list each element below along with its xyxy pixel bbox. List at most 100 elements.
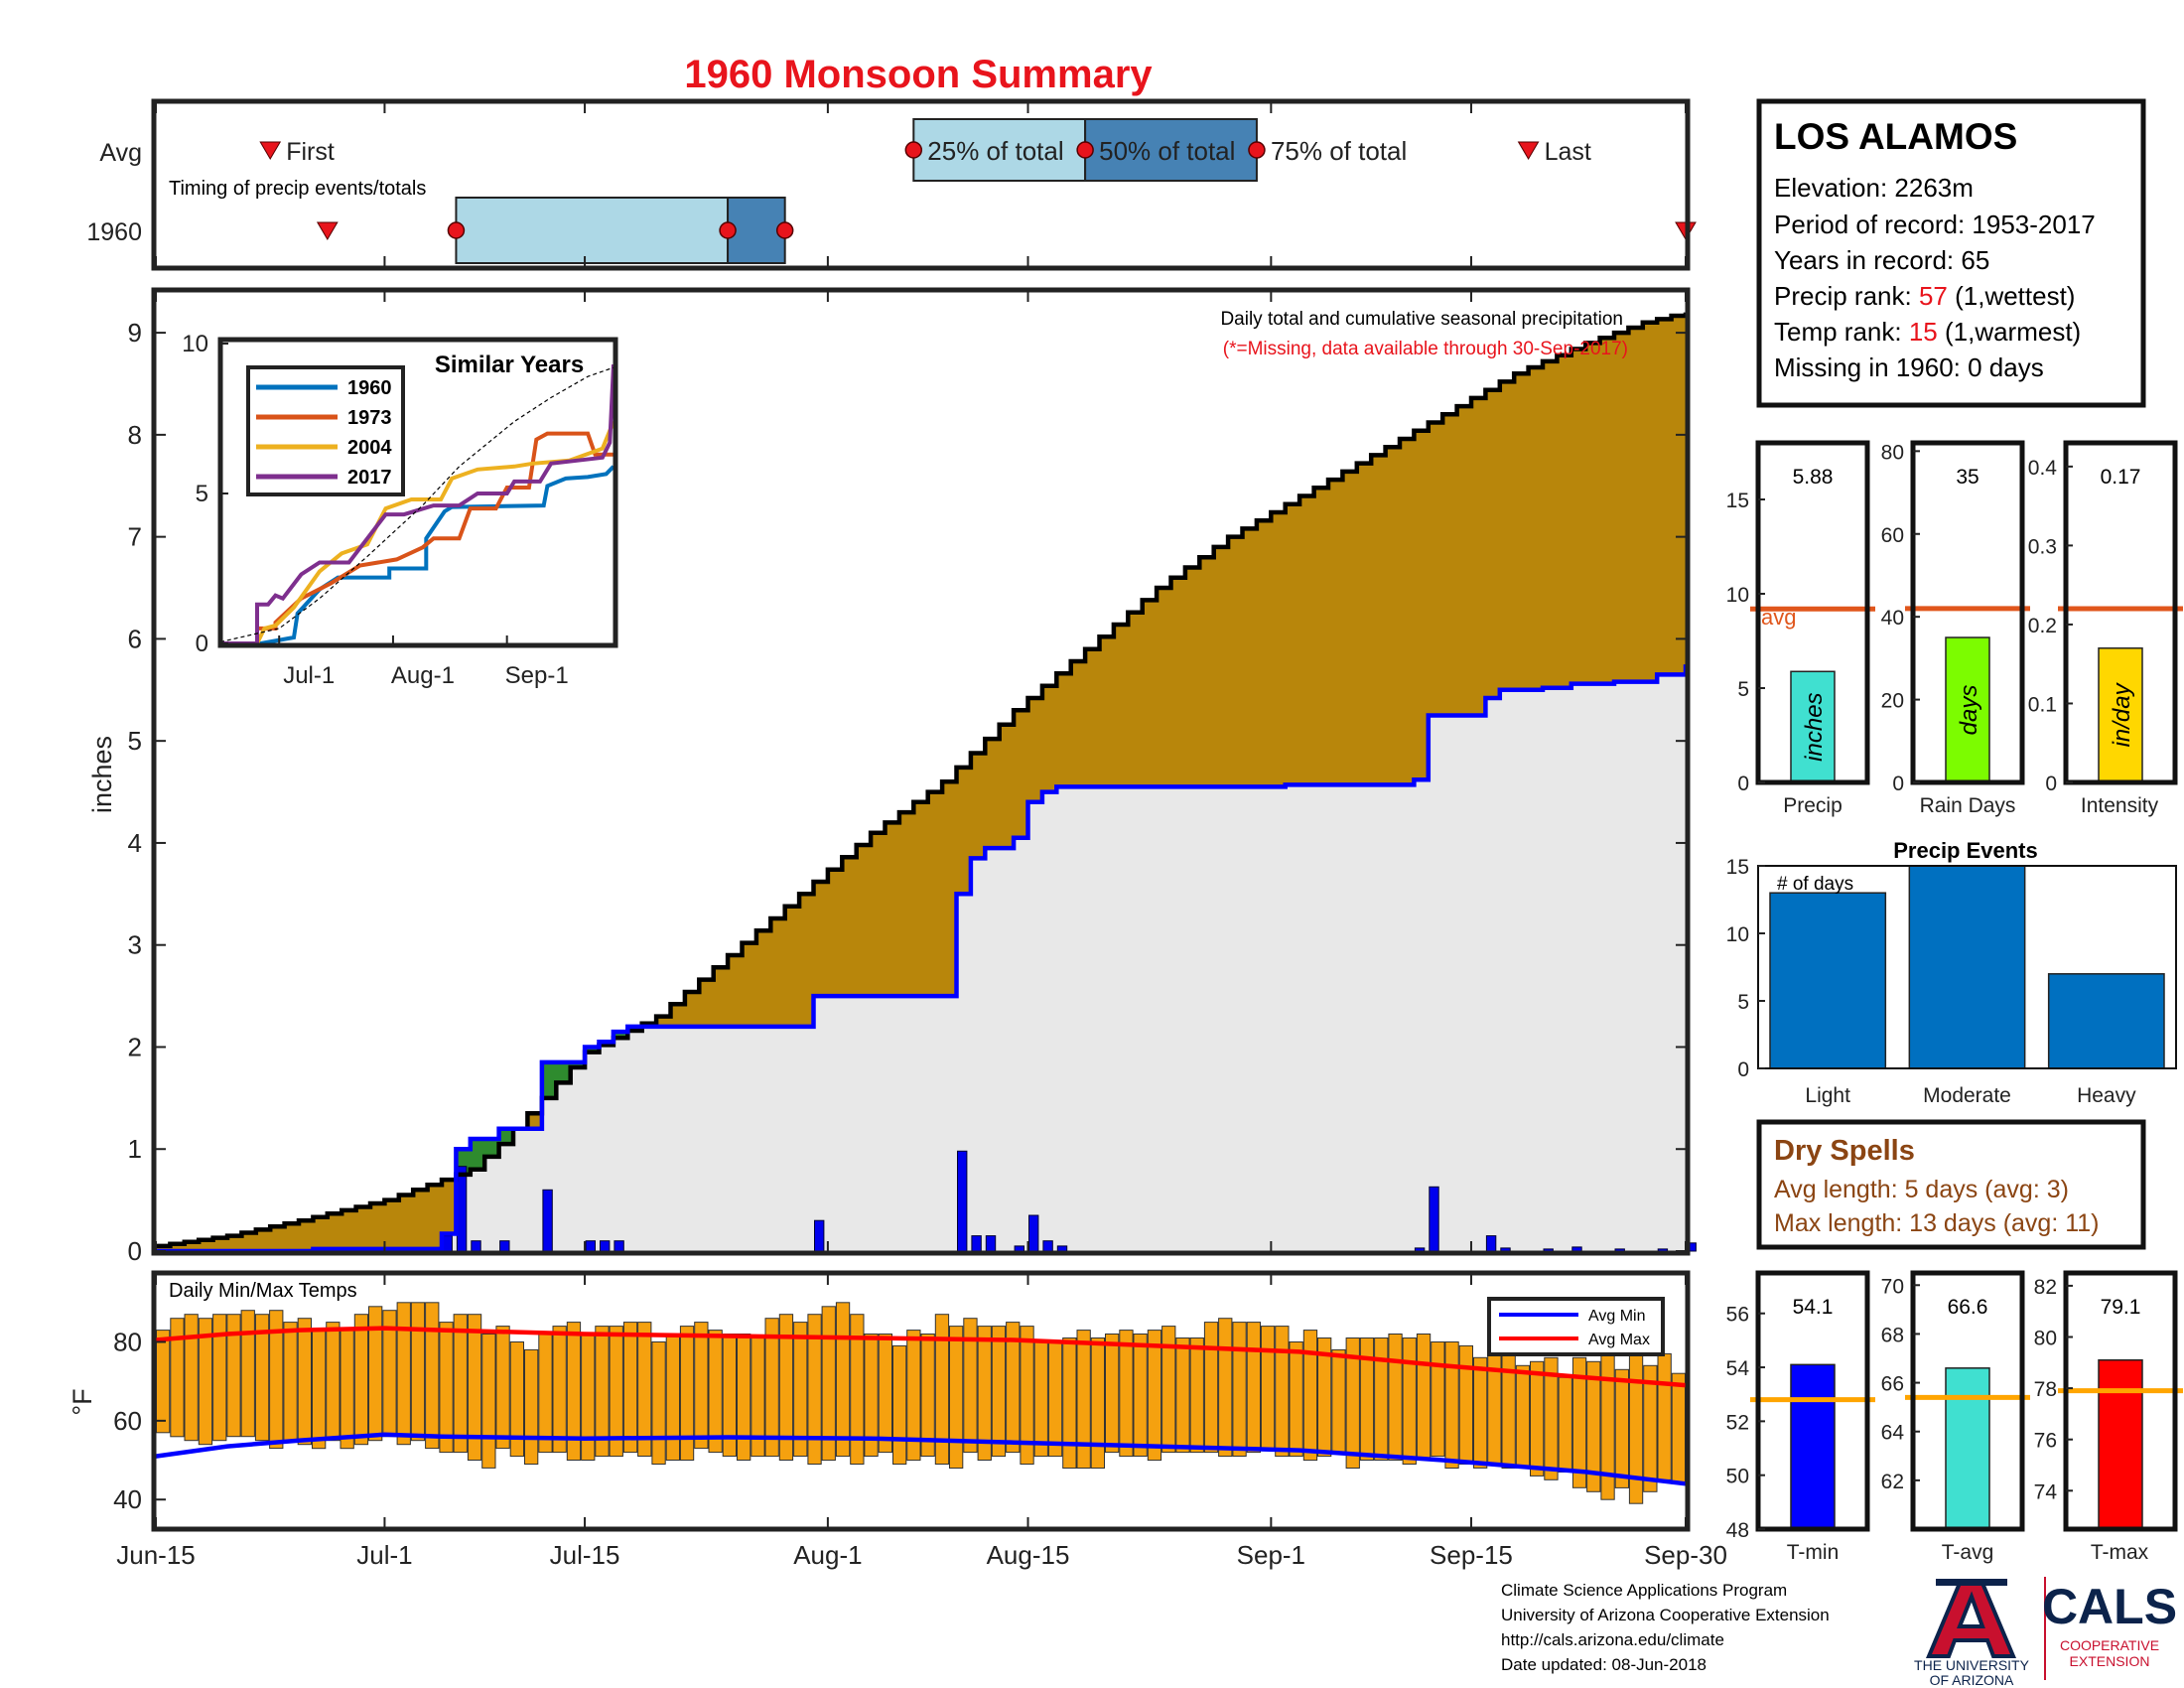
daily-temp-range-bar: [1331, 1348, 1346, 1454]
mini-raindays-tick-label: 80: [1881, 441, 1904, 464]
events-category-label: Moderate: [1923, 1084, 2011, 1107]
daily-temp-range-bar: [1062, 1337, 1077, 1469]
events-category-label: Heavy: [2077, 1084, 2136, 1107]
temp-legend-box: [1487, 1297, 1665, 1356]
daily-temp-range-bar: [651, 1341, 666, 1465]
mini-tmin-value-label: 54.1: [1793, 1296, 1834, 1319]
daily-temp-range-bar: [254, 1314, 270, 1442]
current-cumulative-line: [156, 664, 1689, 1254]
block-a-icon: [1925, 1579, 2017, 1658]
daily-temp-range-bar: [793, 1322, 808, 1457]
daily-precip-bar: [957, 1150, 968, 1252]
mini-intensity-frame: [2063, 440, 2178, 785]
daily-temp-range-bar: [1275, 1326, 1290, 1458]
daily-temp-range-bar: [340, 1330, 354, 1450]
daily-temp-range-bar: [353, 1314, 369, 1446]
daily-temp-range-bar: [283, 1322, 298, 1442]
station-period: Period of record: 1953-2017: [1774, 210, 2096, 239]
legend-label-avg-max: Avg Max: [1588, 1332, 1650, 1348]
p75-label: 75% of total: [1271, 136, 1407, 166]
timing-caption: Timing of precip events/totals: [169, 178, 426, 200]
mini-precip-charts: 0 5 10 15 5.88 inches avg 0 20 40 60 80 35 days 0 0.1 0.…: [1726, 440, 2183, 795]
legend-label-1973: 1973: [347, 407, 392, 429]
daily-precip-bar: [1429, 1186, 1439, 1252]
daily-temp-range-bar: [1345, 1337, 1360, 1469]
mini-tmax-tick-label: 78: [2034, 1378, 2057, 1401]
mini-tmax-value-bar: [2098, 1358, 2143, 1530]
mini-tmin-tick-label: 48: [1726, 1519, 1749, 1542]
daily-temp-range-bar: [991, 1326, 1007, 1458]
main-y-tick-label: 4: [128, 828, 142, 858]
cals-line2: EXTENSION: [2070, 1653, 2150, 1669]
mini-raindays-tick-label: 0: [1892, 773, 1904, 795]
daily-temp-range-bar: [1643, 1364, 1658, 1492]
mini-tmin-label: T-min: [1787, 1541, 1840, 1564]
daily-temp-range-bar: [1232, 1322, 1247, 1457]
p50-label: 50% of total: [1099, 136, 1235, 166]
temp-y-tick-label: 80: [113, 1327, 142, 1356]
dry-spells-frame: [1756, 1119, 2146, 1250]
mini-intensity-tick-label: 0.4: [2028, 457, 2058, 480]
daily-temp-range-bar: [269, 1310, 284, 1450]
daily-temp-range-bar: [1671, 1372, 1686, 1484]
mini-tmin-tick-label: 52: [1726, 1411, 1749, 1434]
daily-temp-range-bar: [212, 1314, 227, 1442]
year-timing-percentile-marker: [447, 221, 466, 239]
timing-panel-frame: [151, 98, 1691, 271]
date-tick-label: Sep-15: [1430, 1540, 1513, 1570]
mini-precip-tick-label: 0: [1737, 773, 1749, 795]
mini-tavg-tick-label: 64: [1881, 1422, 1905, 1445]
daily-temp-range-bar: [835, 1302, 851, 1458]
ua-line1: THE UNIVERSITY: [1914, 1657, 2030, 1673]
mini-intensity-label: Intensity: [2081, 794, 2159, 817]
inset-frame: [217, 337, 618, 648]
mini-tavg-tick-label: 70: [1881, 1275, 1904, 1298]
inset-x-tick-label: Aug-1: [391, 662, 455, 689]
events-title: Precip Events: [1893, 838, 2038, 863]
main-y-tick-label: 9: [128, 318, 142, 348]
temp-chart: 40 60 80 Daily Min/Max Temps °F Avg Min Av…: [68, 1270, 1691, 1532]
dry-spells-avg: Avg length: 5 days (avg: 3): [1774, 1176, 2069, 1203]
daily-precip-bar: [600, 1240, 611, 1252]
daily-temp-range-bar: [312, 1330, 327, 1450]
avg-timing-percentile-marker: [1076, 141, 1094, 159]
daily-temp-range-bar: [1076, 1330, 1091, 1469]
main-chart-frame: [151, 287, 1691, 1256]
daily-temp-range-bar: [368, 1306, 383, 1442]
daily-temp-range-bar: [240, 1310, 255, 1438]
station-elevation: Elevation: 2263m: [1774, 173, 1974, 203]
temp-y-tick-label: 60: [113, 1406, 142, 1436]
station-box-frame: [1756, 98, 2146, 408]
temp-chart-title: Daily Min/Max Temps: [169, 1280, 357, 1302]
daily-temp-range-bar: [1175, 1337, 1190, 1454]
station-years: Years in record: 65: [1774, 245, 1989, 275]
similar-years-inset: 0 5 10 Jul-1 Aug-1 Sep-1 Similar Years 1960 1…: [182, 331, 618, 689]
footer-date-updated: Date updated: 08-Jun-2018: [1501, 1655, 1706, 1674]
daily-temp-range-bar: [1189, 1337, 1204, 1454]
daily-temp-range-bar: [1558, 1376, 1572, 1473]
footer-url[interactable]: http://cals.arizona.edu/climate: [1501, 1630, 1724, 1649]
legend-label-2004: 2004: [347, 437, 392, 459]
daily-temp-range-bar: [708, 1330, 723, 1454]
inset-title: Similar Years: [435, 352, 584, 378]
daily-temp-range-bar: [156, 1330, 171, 1434]
avg-timing-first-last-marker: [259, 141, 282, 160]
daily-temp-range-bar: [1317, 1337, 1332, 1458]
mini-precip-unit-label: inches: [1801, 692, 1828, 761]
mini-tmax-tick-label: 74: [2034, 1480, 2058, 1503]
mini-tavg-tick-label: 62: [1881, 1471, 1904, 1493]
daily-temp-range-bar: [622, 1322, 638, 1454]
events-bar-moderate: [1908, 865, 2026, 1069]
mini-tmin-tick-label: 54: [1726, 1357, 1750, 1380]
daily-temp-range-bar: [1544, 1356, 1559, 1480]
daily-temp-range-bar: [410, 1302, 426, 1442]
daily-temp-range-bar: [679, 1326, 695, 1461]
mini-precip-avg-label: avg: [1761, 605, 1796, 630]
daily-precip-bar: [585, 1240, 596, 1252]
station-name: LOS ALAMOS: [1774, 116, 2017, 157]
cals-wordmark: CALS: [2042, 1579, 2177, 1634]
daily-temp-range-bar: [566, 1322, 582, 1461]
daily-temp-range-bar: [1458, 1344, 1473, 1466]
timing-year-label: 1960: [86, 218, 142, 246]
main-chart-note: Daily total and cumulative seasonal prec…: [1220, 309, 1623, 330]
